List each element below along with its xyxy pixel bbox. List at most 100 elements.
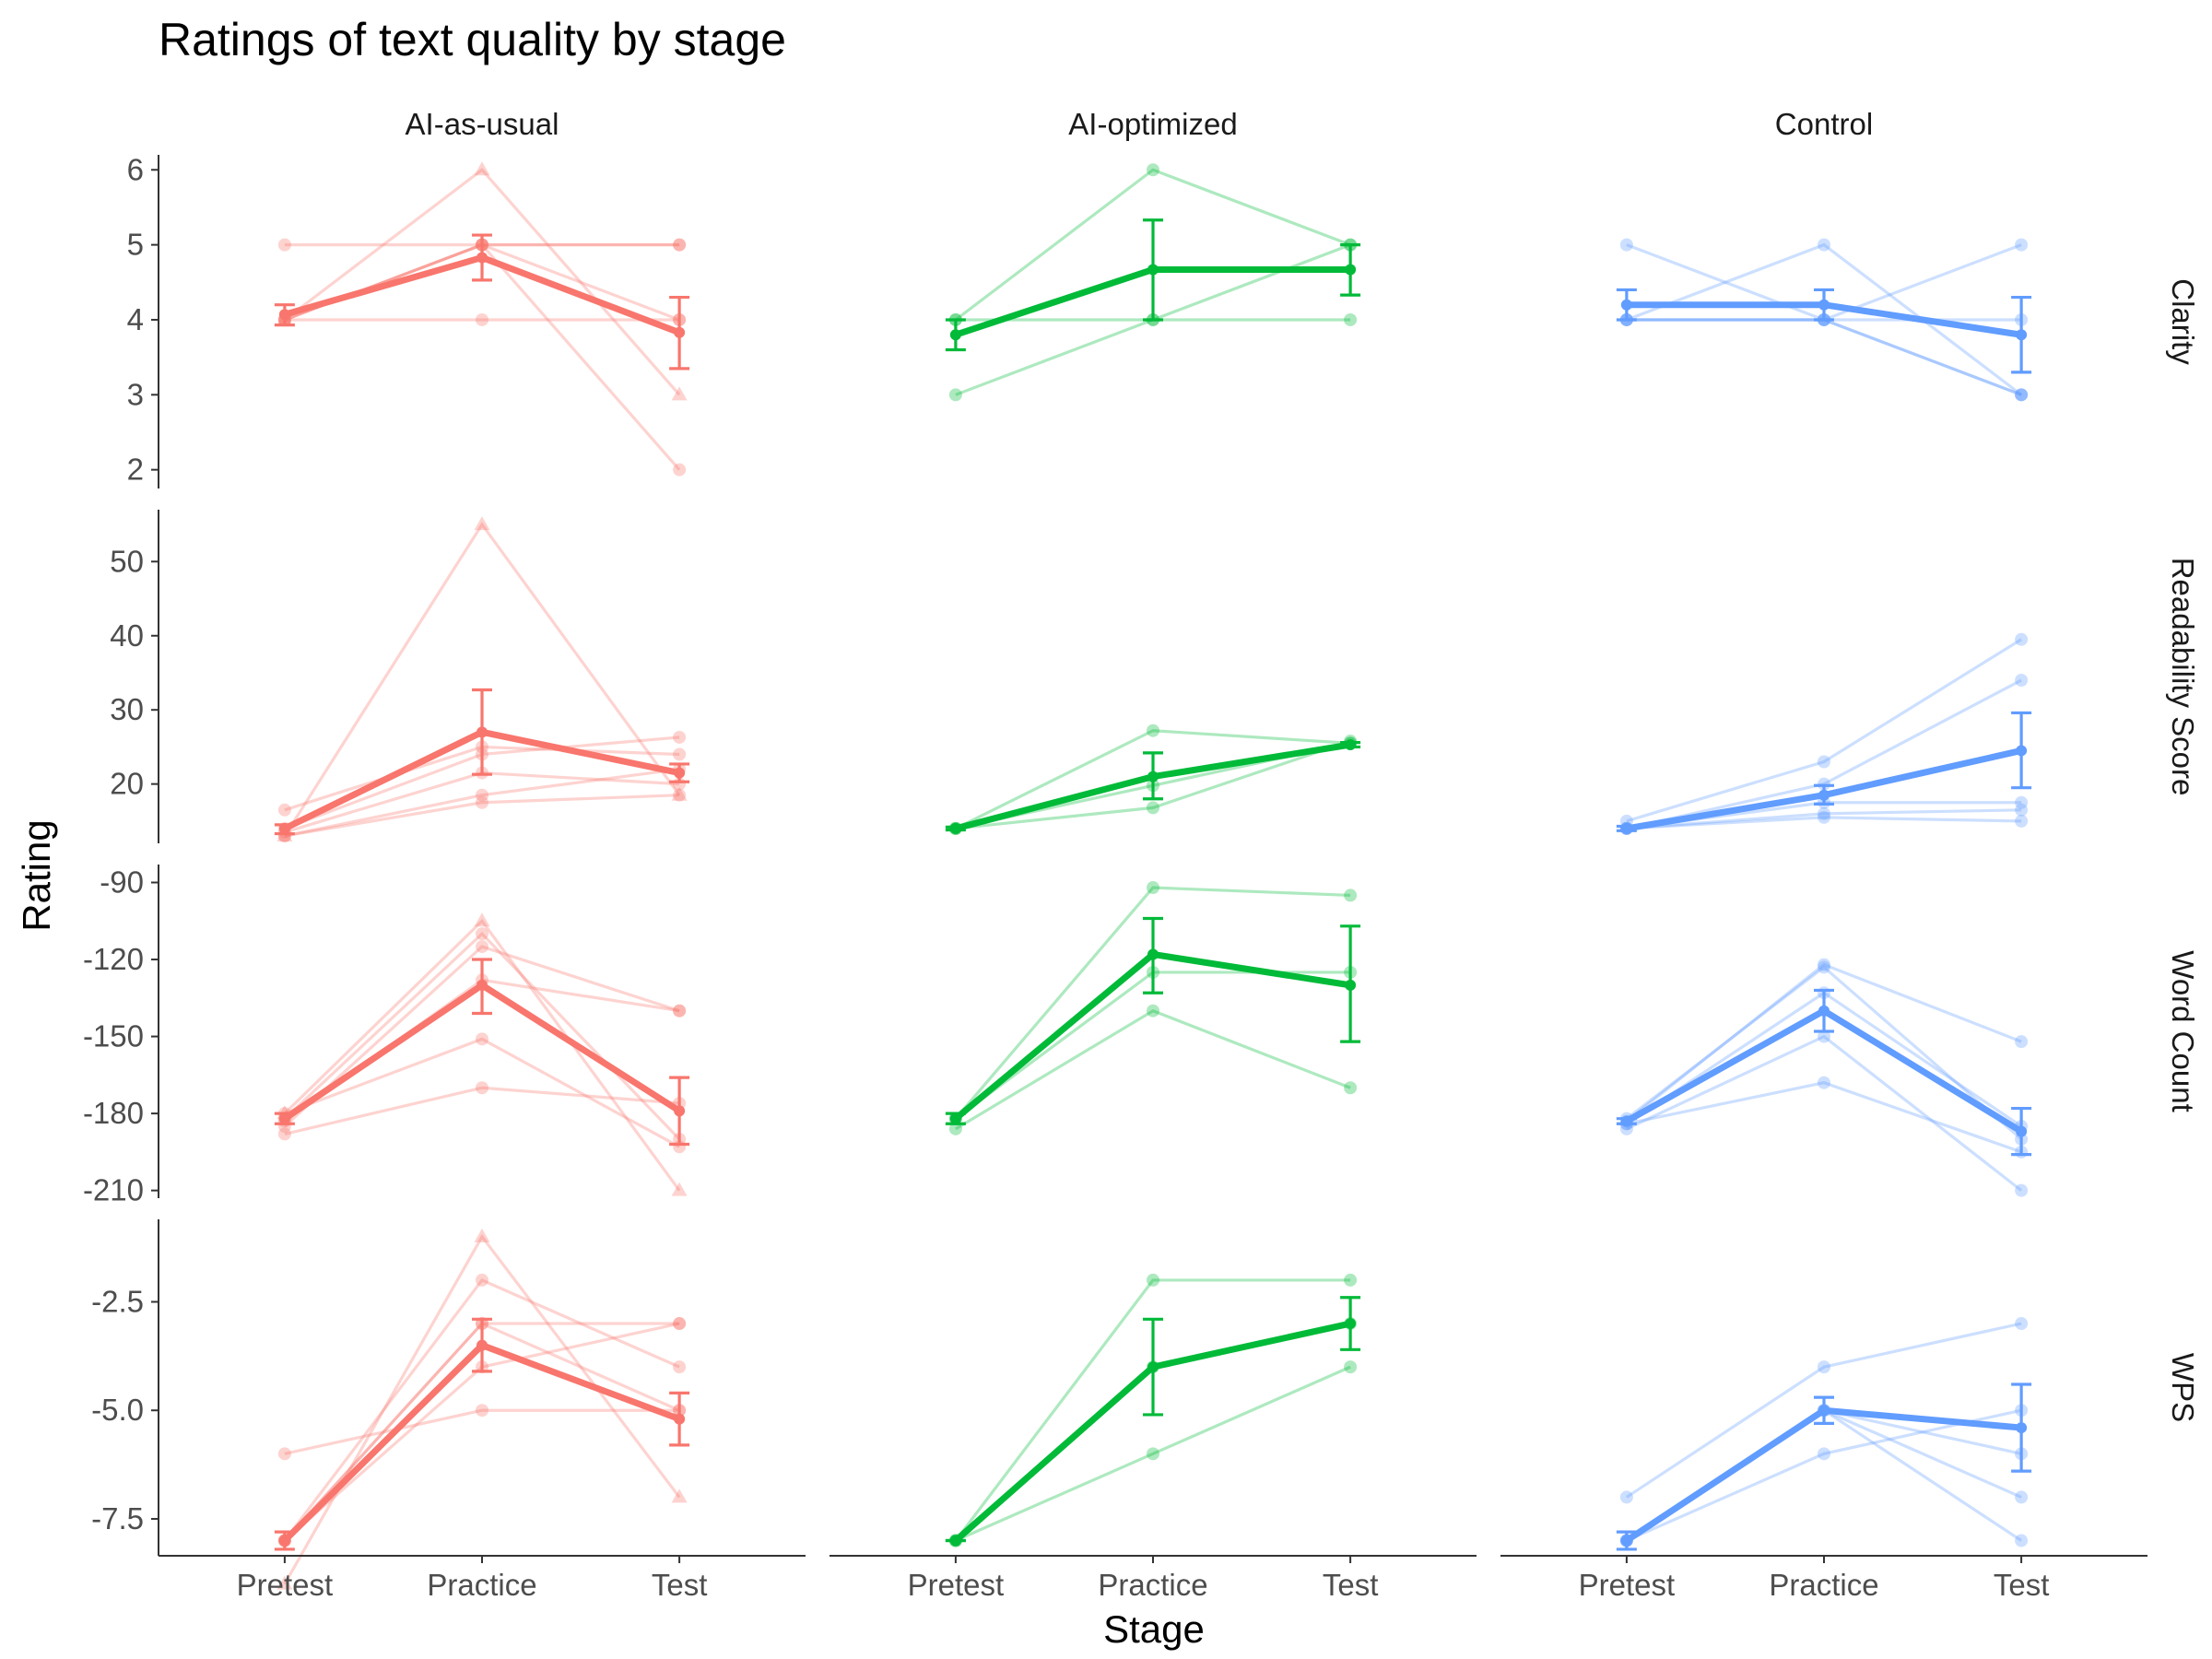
individual-point — [1818, 1030, 1830, 1043]
panel-control-1 — [1616, 632, 2032, 835]
panel-ai_usual-1 — [274, 516, 690, 842]
panel-control-0 — [1616, 238, 2032, 402]
individual-point — [2015, 803, 2029, 817]
individual-point — [474, 161, 490, 176]
strip-label-row-3: WPS — [2166, 1353, 2200, 1422]
y-tick-label: -90 — [100, 865, 144, 899]
individual-line — [955, 739, 1351, 830]
y-tick-label: 2 — [127, 453, 144, 487]
individual-line — [284, 1037, 680, 1148]
individual-line — [955, 1008, 1351, 1131]
y-tick-label: 5 — [127, 228, 144, 262]
mean-point — [1147, 1361, 1159, 1373]
x-tick-label: Pretest — [1579, 1568, 1676, 1602]
individual-point — [2015, 388, 2029, 402]
y-tick-label: -2.5 — [91, 1284, 144, 1318]
y-tick-label: -210 — [83, 1173, 144, 1207]
strip-label-ai_usual: AI-as-usual — [406, 107, 559, 141]
mean-point — [1818, 299, 1830, 311]
individual-point — [476, 312, 488, 326]
individual-point — [671, 1488, 688, 1503]
individual-line — [1626, 1408, 2022, 1542]
mean-point — [1818, 789, 1830, 801]
mean-point — [1147, 771, 1159, 782]
x-tick-label: Pretest — [237, 1568, 334, 1602]
individual-point — [1818, 1360, 1830, 1374]
individual-point — [1147, 1447, 1159, 1461]
mean-point — [278, 1535, 290, 1547]
mean-point — [477, 979, 488, 991]
individual-line — [284, 794, 680, 838]
individual-point — [948, 388, 962, 402]
y-tick-label: 4 — [127, 302, 144, 336]
panel-ai_usual-0 — [274, 161, 690, 477]
individual-point — [1147, 163, 1159, 177]
individual-point — [476, 927, 488, 941]
individual-point — [474, 516, 490, 531]
mean-point — [949, 822, 961, 834]
individual-line — [1626, 678, 2022, 830]
mean-point — [278, 1112, 290, 1124]
individual-point — [1818, 960, 1830, 974]
mean-point — [1345, 979, 1357, 991]
mean-point — [477, 252, 488, 264]
individual-point — [1818, 755, 1830, 769]
mean-point — [949, 329, 961, 341]
individual-point — [673, 1317, 687, 1331]
mean-point — [278, 309, 290, 321]
individual-point — [1818, 806, 1830, 820]
strip-label-row-1: Readability Score — [2166, 558, 2200, 796]
individual-line — [1626, 1081, 2022, 1154]
individual-point — [1818, 1447, 1830, 1461]
chart-title: Ratings of text quality by stage — [159, 14, 786, 65]
mean-point — [949, 1535, 961, 1547]
y-tick-label: -7.5 — [91, 1501, 144, 1535]
panel-ai_opt-1 — [945, 724, 1361, 835]
mean-point — [1147, 264, 1159, 276]
y-tick-label: -150 — [83, 1019, 144, 1053]
individual-point — [276, 1575, 293, 1590]
individual-line — [1626, 1408, 2022, 1542]
individual-point — [1147, 801, 1159, 815]
individual-point — [671, 786, 688, 801]
individual-point — [1344, 1273, 1358, 1287]
individual-point — [1818, 1076, 1830, 1089]
individual-line — [1626, 1408, 2022, 1542]
individual-line — [284, 1408, 680, 1455]
mean-point — [1818, 1405, 1830, 1417]
panel-ai_usual-2 — [274, 912, 690, 1196]
y-tick-label: -180 — [83, 1096, 144, 1130]
individual-line — [283, 1233, 681, 1585]
y-tick-label: 3 — [127, 377, 144, 411]
individual-point — [673, 238, 687, 252]
individual-line — [954, 168, 1351, 322]
x-tick-label: Practice — [427, 1568, 536, 1602]
individual-line — [955, 1365, 1351, 1542]
individual-point — [2015, 795, 2029, 809]
individual-point — [2015, 1534, 2029, 1547]
mean-point — [1620, 1115, 1632, 1127]
individual-point — [1344, 888, 1358, 902]
individual-point — [277, 238, 291, 252]
individual-point — [673, 730, 687, 744]
individual-line — [283, 1277, 680, 1542]
mean-point — [674, 1105, 686, 1117]
mean-point — [1147, 948, 1159, 960]
individual-point — [2015, 388, 2029, 402]
individual-line — [954, 886, 1351, 1120]
y-tick-label: -120 — [83, 942, 144, 976]
individual-line — [283, 168, 681, 396]
individual-point — [2015, 1317, 2029, 1331]
individual-point — [673, 463, 687, 477]
individual-point — [673, 1360, 687, 1374]
individual-point — [2015, 632, 2029, 646]
x-tick-label: Practice — [1098, 1568, 1207, 1602]
individual-point — [2015, 238, 2029, 252]
mean-point — [2016, 329, 2028, 341]
individual-point — [673, 1317, 687, 1331]
panel-ai_opt-2 — [945, 881, 1361, 1135]
individual-point — [1818, 958, 1830, 971]
individual-point — [476, 1404, 488, 1418]
individual-point — [2015, 1183, 2029, 1197]
